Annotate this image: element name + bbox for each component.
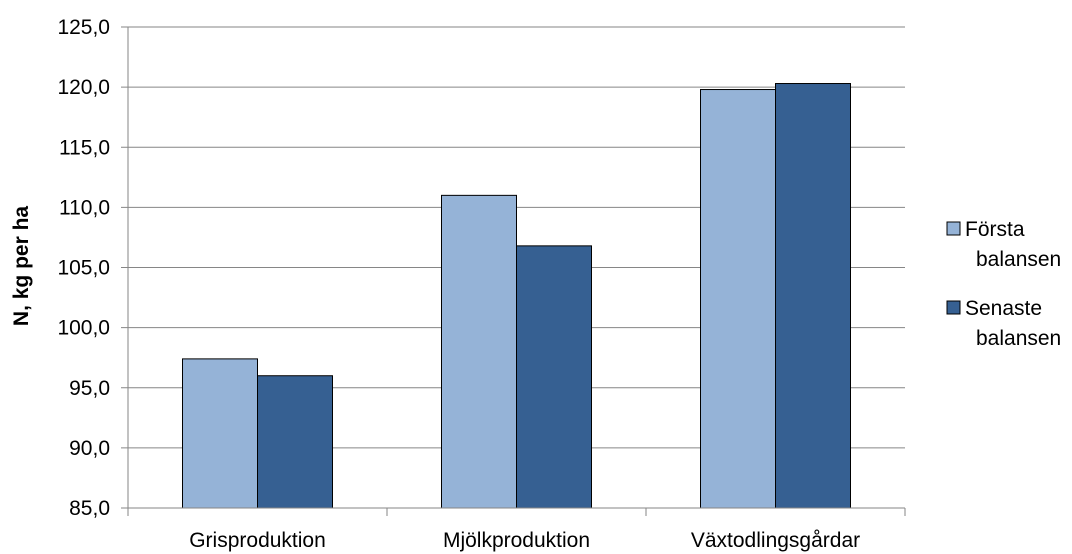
bar-forsta-0 [182, 358, 258, 509]
legend-swatch [946, 300, 961, 315]
bars [182, 83, 851, 509]
y-axis-title: N, kg per ha [10, 206, 33, 327]
x-tick-label: Grisproduktion [189, 529, 326, 552]
y-tick-label: 105,0 [57, 257, 110, 280]
legend-label: Senaste [965, 297, 1042, 320]
y-tick-label: 110,0 [59, 196, 110, 219]
y-tick-label: 115,0 [59, 136, 110, 159]
y-tick-labels: 85,0 90,0 95,0 100,0 105,0 110,0 115,0 120,0 125… [57, 16, 110, 520]
axes [121, 26, 906, 516]
y-tick-label: 90,0 [69, 437, 110, 460]
bar-forsta-1 [441, 194, 517, 509]
bar-forsta-2 [700, 89, 776, 509]
legend-label: balansen [976, 248, 1061, 271]
legend: Första balansen Senaste balansen [946, 218, 1061, 350]
legend-swatch [946, 221, 961, 236]
legend-label: Första [965, 218, 1025, 241]
bar-senaste-2 [775, 83, 851, 509]
y-tick-label: 100,0 [57, 317, 110, 340]
x-tick-labels: Grisproduktion Mjölkproduktion Växtodlings… [189, 529, 860, 552]
legend-label: balansen [976, 327, 1061, 350]
y-tick-label: 95,0 [69, 377, 110, 400]
bar-senaste-1 [516, 245, 592, 509]
y-tick-label: 125,0 [57, 16, 110, 39]
x-tick-label: Växtodlingsgårdar [691, 529, 860, 552]
x-tick-label: Mjölkproduktion [443, 529, 590, 552]
y-tick-label: 85,0 [69, 497, 110, 520]
y-tick-label: 120,0 [57, 76, 110, 99]
bar-senaste-0 [257, 375, 333, 509]
